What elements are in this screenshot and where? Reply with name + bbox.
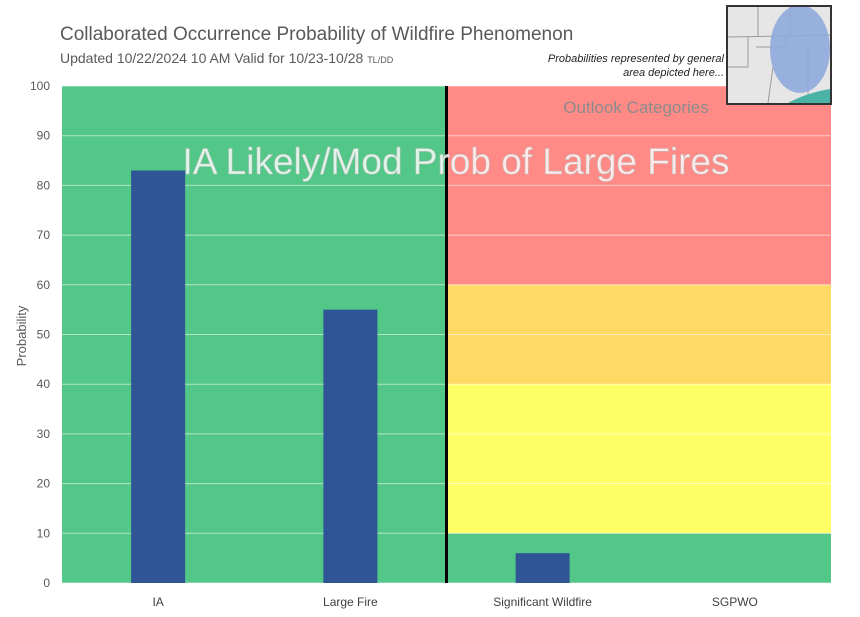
gulf-water-shape xyxy=(788,89,830,103)
y-tick-label: 50 xyxy=(37,328,51,342)
chart-title: Collaborated Occurrence Probability of W… xyxy=(60,24,574,45)
bar-large-fire xyxy=(323,309,378,583)
y-tick-label: 20 xyxy=(37,477,51,491)
outlook-band-1 xyxy=(446,384,831,534)
y-tick-label: 0 xyxy=(43,576,50,590)
x-tick-label: SGPWO xyxy=(712,595,758,609)
x-tick-label: IA xyxy=(152,595,163,609)
subtitle-initials: TL/DD xyxy=(367,55,394,65)
x-tick-labels: IA Large Fire Significant Wildfire SGPWO xyxy=(152,595,757,609)
outlook-categories-label: Outlook Categories xyxy=(563,98,709,117)
y-tick-label: 60 xyxy=(37,278,51,292)
y-tick-label: 70 xyxy=(37,228,51,242)
headline-text: IA Likely/Mod Prob of Large Fires xyxy=(182,141,729,182)
region-map-icon xyxy=(728,7,830,103)
y-tick-label: 90 xyxy=(37,129,51,143)
inset-note: Probabilities represented by general are… xyxy=(547,53,724,79)
y-tick-labels: 0 10 20 30 40 50 60 70 80 90 100 xyxy=(30,79,50,590)
probability-area-shape xyxy=(770,7,830,93)
x-tick-label: Large Fire xyxy=(323,595,378,609)
y-tick-label: 80 xyxy=(37,178,51,192)
outlook-band-0 xyxy=(446,533,831,583)
bar-significant-wildfire xyxy=(515,553,570,583)
y-axis-label: Probability xyxy=(14,305,29,366)
y-tick-label: 30 xyxy=(37,427,51,441)
y-tick-label: 40 xyxy=(37,377,51,391)
x-tick-label: Significant Wildfire xyxy=(493,595,592,609)
bar-ia xyxy=(131,170,186,584)
subtitle-text: Updated 10/22/2024 10 AM Valid for 10/23… xyxy=(60,50,364,66)
y-tick-label: 10 xyxy=(37,526,51,540)
bars xyxy=(131,86,570,584)
y-tick-label: 100 xyxy=(30,79,50,93)
chart-subtitle: Updated 10/22/2024 10 AM Valid for 10/23… xyxy=(60,50,393,66)
region-map-inset xyxy=(726,5,832,105)
